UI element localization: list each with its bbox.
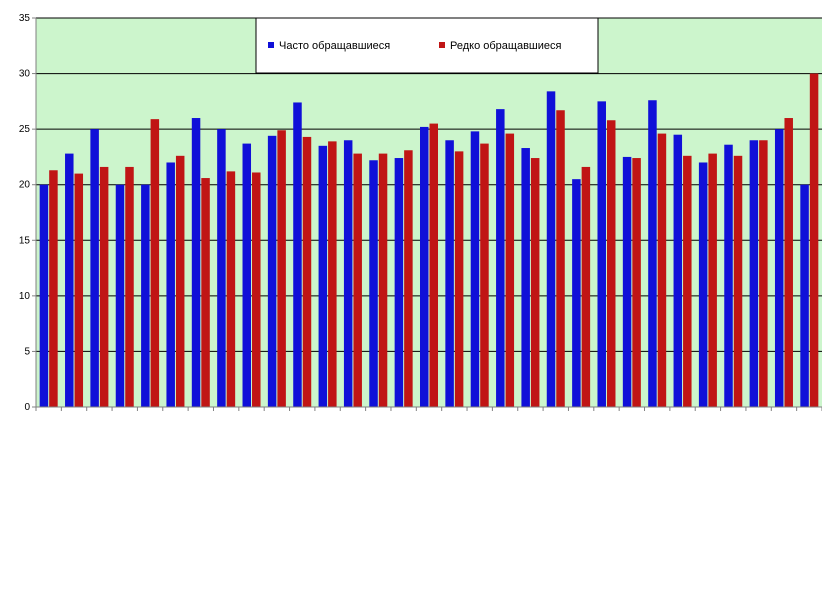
bar-s1-26: [708, 153, 717, 407]
bars: [39, 73, 819, 408]
bar-s1-4: [150, 119, 160, 407]
bar-s0-23: [622, 156, 632, 407]
bar-s0-28: [749, 140, 759, 407]
bar-s0-12: [343, 140, 353, 407]
bar-s1-22: [606, 120, 616, 407]
bar-s0-5: [166, 162, 175, 407]
bar-s0-18: [496, 109, 505, 407]
bar-s1-13: [378, 153, 388, 407]
y-tick-label-15: 15: [19, 235, 31, 246]
bar-s0-22: [597, 101, 606, 407]
bar-s0-16: [445, 140, 454, 407]
bar-s1-24: [657, 133, 667, 408]
bar-s0-3: [115, 184, 125, 407]
bar-s1-27: [733, 155, 743, 407]
bar-s0-2: [90, 129, 99, 407]
bar-s1-16: [454, 151, 464, 407]
bar-s0-13: [369, 160, 378, 407]
bar-s0-26: [698, 162, 708, 407]
bar-s1-28: [759, 140, 768, 407]
bar-s0-8: [242, 143, 252, 407]
y-tick-label-20: 20: [19, 180, 31, 191]
bar-s1-14: [404, 150, 413, 407]
y-tick-label-25: 25: [19, 124, 31, 135]
y-axis-ticks: 0 5 10 15 20 25 30 35: [19, 13, 36, 413]
y-tick-label-5: 5: [24, 346, 30, 357]
bar-s0-15: [420, 126, 429, 408]
bar-s1-30: [809, 73, 819, 408]
bar-s1-7: [226, 171, 236, 407]
bar-s0-30: [800, 184, 809, 407]
bar-s1-0: [49, 170, 58, 407]
bar-s0-10: [293, 102, 302, 408]
bar-s1-25: [683, 155, 692, 407]
bar-s0-21: [572, 179, 581, 407]
bar-s0-1: [65, 153, 74, 407]
bar-s1-2: [99, 166, 109, 407]
legend-box: [255, 17, 599, 74]
bar-s0-0: [39, 184, 49, 407]
legend-label-frequent: Часто обращавшиеся: [279, 40, 390, 52]
bar-s0-20: [546, 91, 556, 408]
legend-label-rare: Редко обращавшиеся: [450, 40, 562, 52]
bar-s1-15: [429, 123, 438, 407]
bar-s1-6: [201, 178, 210, 407]
bar-s1-11: [328, 141, 337, 407]
legend: Часто обращавшиеся Редко обращавшиеся: [255, 17, 599, 74]
bar-s1-12: [353, 153, 362, 407]
bar-s1-17: [480, 143, 489, 407]
bar-s1-3: [125, 166, 134, 407]
bar-s1-9: [277, 130, 286, 408]
bar-s0-24: [648, 100, 657, 407]
bar-s1-8: [252, 172, 261, 407]
bar-s1-21: [581, 166, 591, 407]
y-tick-label-30: 30: [19, 69, 31, 80]
category-labels: [35, 407, 822, 411]
bar-s1-29: [784, 118, 793, 408]
bar-s1-1: [74, 173, 84, 407]
bar-s0-9: [267, 135, 277, 407]
y-tick-label-10: 10: [19, 291, 31, 302]
bar-s0-4: [141, 184, 150, 407]
bar-s0-27: [724, 144, 733, 407]
bar-s0-7: [217, 129, 226, 407]
legend-swatch-frequent: [268, 42, 274, 48]
bar-s0-29: [774, 129, 784, 407]
bar-s1-5: [175, 155, 185, 407]
bar-s1-19: [530, 158, 540, 407]
bar-s0-19: [521, 148, 530, 407]
bar-s0-25: [673, 134, 683, 407]
bar-s1-10: [302, 136, 312, 407]
bar-s1-23: [632, 158, 641, 407]
y-tick-label-35: 35: [19, 13, 31, 24]
axes: [35, 18, 822, 408]
bar-s0-17: [470, 131, 480, 407]
legend-swatch-rare: [439, 42, 445, 48]
bar-s0-14: [394, 158, 404, 407]
y-tick-label-0: 0: [24, 402, 30, 413]
bar-s0-6: [191, 118, 201, 408]
bar-s1-20: [556, 110, 565, 408]
bar-s0-11: [318, 145, 328, 408]
bar-s1-18: [505, 133, 515, 408]
